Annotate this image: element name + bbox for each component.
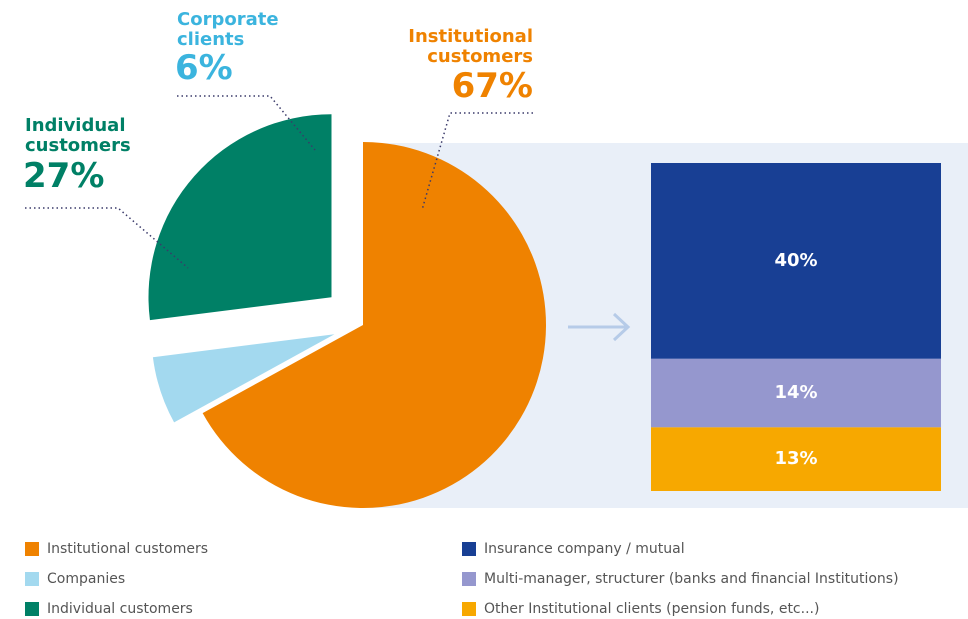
bar-value-label: 40%: [774, 250, 817, 271]
slice-label: Individual customers: [25, 115, 131, 156]
slice-value-label: 6%: [175, 48, 233, 88]
legend-swatch: [462, 542, 476, 556]
legend-label: Other Institutional clients (pension fun…: [484, 601, 820, 617]
legend-swatch: [25, 572, 39, 586]
bar-segment: [651, 163, 941, 359]
legend-swatch: [462, 602, 476, 616]
legend-label: Institutional customers: [47, 541, 208, 557]
legend-swatch: [25, 542, 39, 556]
pie-slice: [202, 142, 547, 508]
stacked-bar: 40% 14% 13%: [651, 163, 941, 491]
legend-swatch: [462, 572, 476, 586]
legend-swatch: [25, 602, 39, 616]
legend-label: Individual customers: [47, 601, 193, 617]
slice-value-label: 67%: [451, 66, 533, 106]
leader-lines: [25, 95, 533, 269]
bar-value-label: 13%: [774, 448, 817, 469]
legend-label: Multi-manager, structurer (banks and fin…: [484, 571, 899, 587]
pie: [148, 114, 547, 508]
pie-slice: [148, 114, 332, 321]
bar-segment: [651, 427, 941, 491]
legend-label: Companies: [47, 571, 126, 587]
pie-slice: [152, 334, 335, 423]
slice-value-label: 27%: [23, 156, 105, 196]
arrow: [568, 312, 631, 342]
slice-label: Corporate clients: [177, 9, 279, 50]
bar-value-label: 14%: [774, 382, 817, 403]
bar-segment: [651, 358, 941, 428]
legend-label: Insurance company / mutual: [484, 541, 685, 557]
slice-label: Institutional customers: [408, 26, 533, 67]
